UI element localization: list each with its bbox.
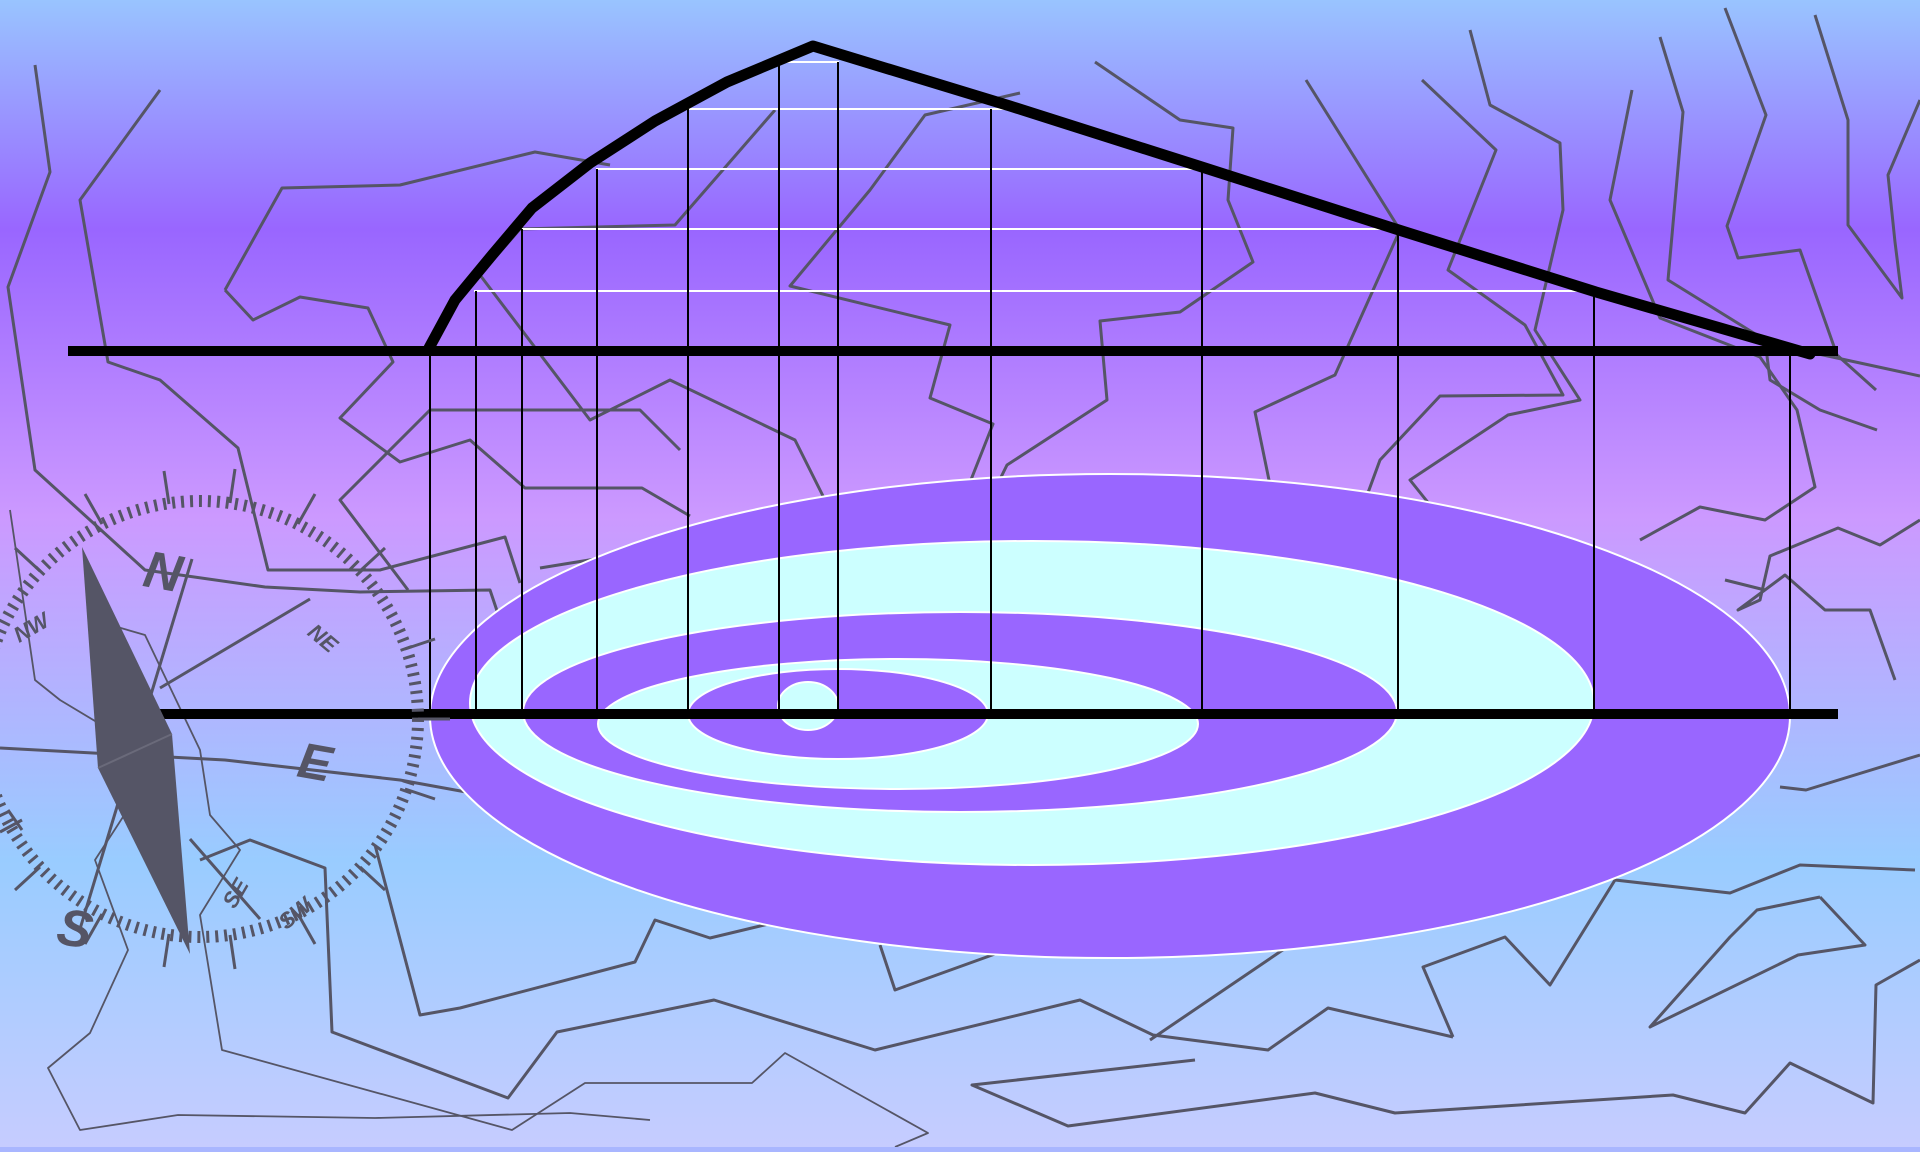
topo-line: [0, 818, 23, 834]
projection-lines: [429, 62, 1791, 714]
terrain-profile-curve: [423, 40, 1816, 360]
topo-line: [223, 150, 611, 291]
topo-line: [1421, 863, 1916, 1038]
topo-line: [78, 89, 522, 584]
compass-tick: [404, 787, 436, 801]
compass-tick: [358, 865, 387, 892]
compass-axis-ne: [159, 597, 311, 690]
topo-line: [92, 619, 929, 1148]
compass-tick: [83, 493, 104, 525]
compass-tick: [228, 468, 237, 504]
compass-tick: [13, 546, 42, 573]
topo-line: [1724, 578, 1766, 592]
topo-line: [1608, 89, 1817, 542]
topo-line: [1356, 78, 1565, 521]
topo-line: [6, 809, 24, 831]
compass-needle-divider: [97, 733, 173, 769]
topo-line: [223, 288, 691, 518]
contour-summit: [777, 681, 839, 731]
topo-line: [1813, 14, 1920, 300]
baselines: [68, 346, 1838, 719]
compass-tick: [296, 493, 317, 525]
compass-tick: [404, 637, 436, 651]
topo-line: [9, 509, 651, 1131]
topo-line: [788, 91, 1021, 501]
compass-tick: [162, 470, 171, 505]
topo-line: [1408, 29, 1582, 506]
topo-line: [1736, 518, 1920, 681]
topo-line: [1779, 753, 1920, 792]
compass-tick: [358, 546, 387, 573]
compass-axis-se: [188, 838, 262, 920]
compass-tick: [83, 913, 104, 945]
topo-line: [1149, 943, 1291, 1042]
compass-tick: [228, 934, 237, 970]
topo-line: [970, 958, 1920, 1128]
topo-line: [878, 943, 1021, 992]
background-topo-lines: [0, 7, 1920, 1128]
compass-tick: [296, 913, 317, 945]
compass-tick: [13, 865, 42, 892]
topo-line: [1648, 895, 1867, 1029]
background-topo-lines-thin: [9, 509, 929, 1148]
topo-line: [199, 838, 1454, 1100]
compass-major-ticks: [13, 468, 450, 970]
topo-line: [968, 60, 1255, 541]
compass-tick: [162, 933, 171, 968]
topo-line: [373, 844, 891, 1017]
profile-level-guides: [474, 61, 1596, 292]
